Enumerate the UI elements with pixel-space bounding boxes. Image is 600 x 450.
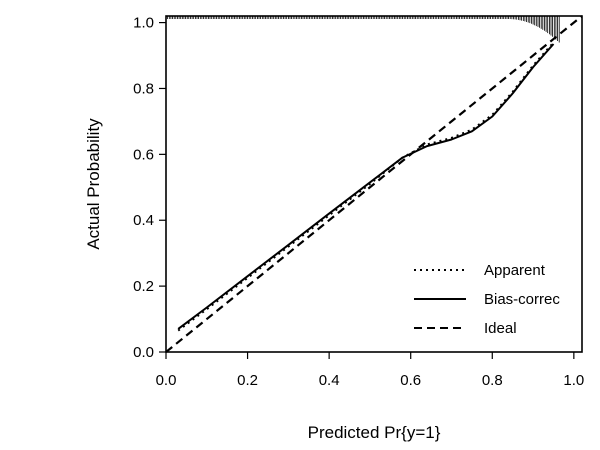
x-tick-label: 0.8 bbox=[482, 372, 503, 389]
legend-label: Bias-correc bbox=[484, 291, 560, 308]
legend-label: Ideal bbox=[484, 320, 517, 337]
x-tick-label: 0.2 bbox=[237, 372, 258, 389]
y-axis: 0.0 0.2 0.4 0.6 0.8 1.0 bbox=[133, 15, 166, 361]
legend-label: Apparent bbox=[484, 262, 546, 279]
y-tick-label: 0.0 bbox=[133, 344, 154, 361]
x-tick-label: 1.0 bbox=[563, 372, 584, 389]
series-line-apparent bbox=[177, 41, 555, 332]
legend: Apparent Bias-correc Ideal bbox=[414, 262, 560, 337]
y-tick-label: 0.2 bbox=[133, 278, 154, 295]
y-tick-label: 0.8 bbox=[133, 80, 154, 97]
x-tick-label: 0.6 bbox=[400, 372, 421, 389]
y-tick-label: 1.0 bbox=[133, 15, 154, 32]
y-axis-title: Actual Probability bbox=[84, 118, 103, 250]
x-tick-label: 0.4 bbox=[319, 372, 340, 389]
y-tick-label: 0.6 bbox=[133, 146, 154, 163]
series-line-ideal bbox=[165, 15, 583, 353]
x-axis: 0.0 0.2 0.4 0.6 0.8 1.0 bbox=[156, 352, 584, 389]
x-tick-label: 0.0 bbox=[156, 372, 177, 389]
series-layer bbox=[165, 15, 583, 353]
plot-frame bbox=[165, 15, 583, 353]
x-axis-title: Predicted Pr{y=1} bbox=[308, 423, 441, 442]
y-tick-label: 0.4 bbox=[133, 212, 154, 229]
